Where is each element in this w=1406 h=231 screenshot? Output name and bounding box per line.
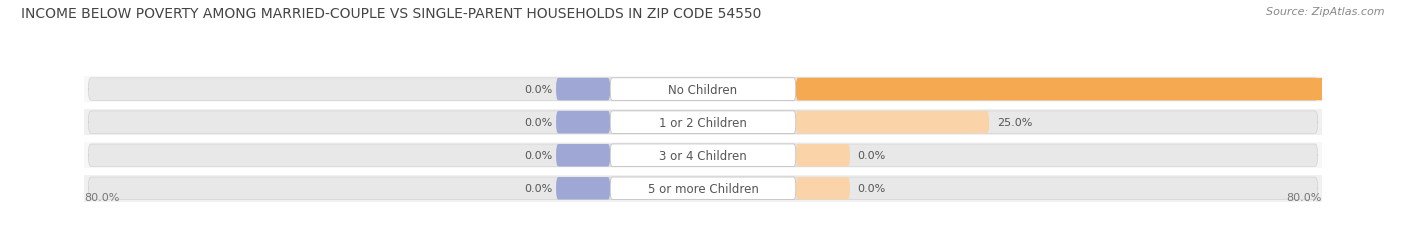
FancyBboxPatch shape	[610, 144, 796, 167]
Bar	[84, 76, 1322, 103]
Text: 80.0%: 80.0%	[1286, 192, 1322, 202]
Text: 77.8%: 77.8%	[1351, 85, 1389, 95]
FancyBboxPatch shape	[89, 79, 1317, 101]
Text: 0.0%: 0.0%	[858, 151, 886, 161]
Text: 0.0%: 0.0%	[524, 85, 553, 95]
Text: 0.0%: 0.0%	[858, 183, 886, 193]
Text: Source: ZipAtlas.com: Source: ZipAtlas.com	[1267, 7, 1385, 17]
Text: 1 or 2 Children: 1 or 2 Children	[659, 116, 747, 129]
Text: 25.0%: 25.0%	[997, 118, 1032, 128]
FancyBboxPatch shape	[557, 144, 610, 167]
FancyBboxPatch shape	[89, 111, 1317, 134]
FancyBboxPatch shape	[89, 144, 1317, 167]
Text: INCOME BELOW POVERTY AMONG MARRIED-COUPLE VS SINGLE-PARENT HOUSEHOLDS IN ZIP COD: INCOME BELOW POVERTY AMONG MARRIED-COUPL…	[21, 7, 762, 21]
FancyBboxPatch shape	[796, 111, 990, 134]
FancyBboxPatch shape	[610, 111, 796, 134]
Bar	[84, 109, 1322, 136]
FancyBboxPatch shape	[557, 111, 610, 134]
Text: 0.0%: 0.0%	[524, 183, 553, 193]
FancyBboxPatch shape	[557, 177, 610, 200]
FancyBboxPatch shape	[610, 79, 796, 101]
Bar	[84, 142, 1322, 169]
Text: 0.0%: 0.0%	[524, 151, 553, 161]
FancyBboxPatch shape	[610, 177, 796, 200]
FancyBboxPatch shape	[557, 79, 610, 101]
Text: No Children: No Children	[668, 83, 738, 96]
FancyBboxPatch shape	[796, 79, 1398, 101]
FancyBboxPatch shape	[796, 177, 849, 200]
Text: 80.0%: 80.0%	[84, 192, 120, 202]
Text: 3 or 4 Children: 3 or 4 Children	[659, 149, 747, 162]
FancyBboxPatch shape	[89, 177, 1317, 200]
Text: 0.0%: 0.0%	[524, 118, 553, 128]
FancyBboxPatch shape	[796, 144, 849, 167]
Bar	[84, 175, 1322, 202]
Text: 5 or more Children: 5 or more Children	[648, 182, 758, 195]
